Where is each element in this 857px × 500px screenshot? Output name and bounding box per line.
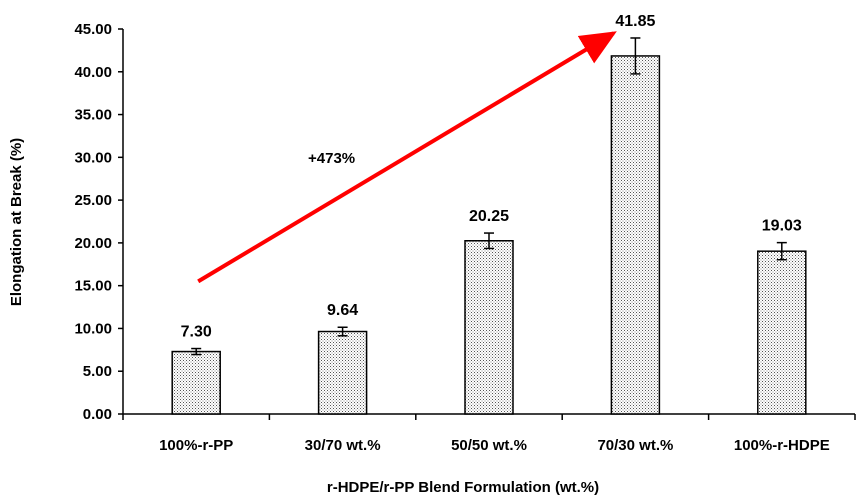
data-label: 7.30 <box>181 324 212 341</box>
y-tick-label: 40.00 <box>74 64 112 81</box>
bar <box>171 350 221 415</box>
y-tick-label: 45.00 <box>74 21 112 38</box>
trend-arrow <box>197 31 617 284</box>
y-tick-label: 10.00 <box>74 320 112 337</box>
data-label: 19.03 <box>762 218 802 235</box>
y-tick-label: 25.00 <box>74 192 112 209</box>
y-tick-label: 35.00 <box>74 107 112 124</box>
y-axis: 0.00 5.00 10.00 15.00 20.00 25.00 30.00 35.00 40… <box>74 21 124 423</box>
x-axis: 100%-r-PP 30/70 wt.% 50/50 wt.% 70/30 wt.% 1… <box>122 413 856 454</box>
percent-increase-annotation: +473% <box>308 150 355 167</box>
bar <box>610 55 661 415</box>
bar <box>317 330 368 415</box>
data-label: 9.64 <box>327 302 358 319</box>
y-tick-label: 0.00 <box>83 406 112 423</box>
x-category-label: 70/30 wt.% <box>597 437 673 454</box>
data-label: 41.85 <box>615 13 655 30</box>
y-axis-title: Elongation at Break (%) <box>8 138 25 306</box>
x-axis-title: r-HDPE/r-PP Blend Formulation (wt.%) <box>327 479 599 496</box>
x-category-label: 100%-r-HDPE <box>734 437 830 454</box>
data-label: 20.25 <box>469 208 509 225</box>
y-tick-label: 20.00 <box>74 235 112 252</box>
x-category-label: 50/50 wt.% <box>451 437 527 454</box>
bar <box>757 250 807 415</box>
bars <box>171 37 807 415</box>
bar <box>464 240 514 415</box>
x-category-label: 30/70 wt.% <box>305 437 381 454</box>
y-tick-label: 15.00 <box>74 278 112 295</box>
y-tick-label: 30.00 <box>74 149 112 166</box>
y-tick-label: 5.00 <box>83 363 112 380</box>
data-labels: 7.30 9.64 20.25 41.85 19.03 <box>181 13 802 341</box>
x-category-label: 100%-r-PP <box>159 437 233 454</box>
